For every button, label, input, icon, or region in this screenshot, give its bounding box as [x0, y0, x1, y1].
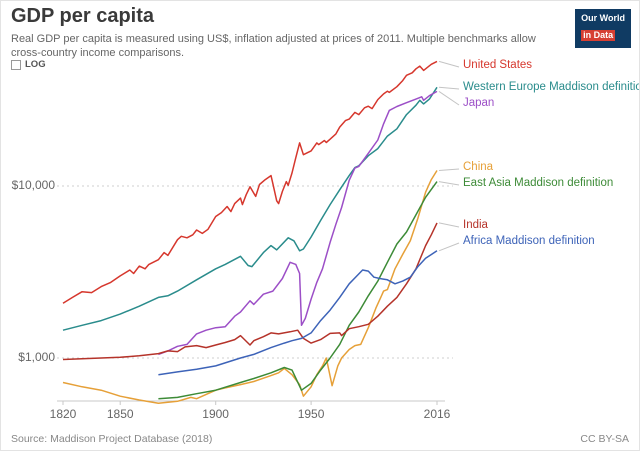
legend-connector — [438, 86, 460, 90]
series-line-japan[interactable] — [158, 90, 438, 356]
source-note: Source: Maddison Project Database (2018) — [11, 433, 213, 445]
legend-item-africa[interactable]: Africa Maddison definition — [463, 235, 595, 247]
legend-connector — [438, 222, 460, 228]
x-tick-label-1950: 1950 — [297, 407, 325, 421]
owid-logo-line2: in Data — [581, 29, 616, 41]
legend-item-india[interactable]: India — [463, 219, 488, 231]
legend-item-japan[interactable]: Japan — [463, 97, 495, 109]
legend-connector — [438, 181, 460, 186]
log-toggle-label: LOG — [25, 59, 46, 70]
legend-connector — [438, 60, 460, 68]
legend-item-united-states[interactable]: United States — [463, 59, 533, 71]
y-tick-label-1000: $1,000 — [18, 350, 55, 364]
series-line-east-asia-maddison-definition[interactable] — [158, 181, 438, 400]
legend-connector — [438, 90, 460, 106]
y-tick-label-10000: $10,000 — [11, 178, 55, 192]
series-line-africa-maddison-definition[interactable] — [158, 250, 438, 376]
legend-item-china[interactable]: China — [463, 161, 494, 173]
x-tick-label-2016: 2016 — [423, 407, 451, 421]
x-tick-label-1900: 1900 — [202, 407, 229, 421]
series-line-china[interactable] — [62, 170, 438, 405]
x-tick-label-1850: 1850 — [106, 407, 134, 421]
license-link[interactable]: CC BY-SA — [580, 433, 629, 445]
legend-connector — [438, 242, 460, 252]
series-line-western-europe-maddison-definition[interactable] — [62, 86, 438, 331]
chart-subtitle: Real GDP per capita is measured using US… — [11, 33, 536, 60]
legend-connector — [438, 168, 460, 171]
series-line-india[interactable] — [62, 222, 438, 361]
chart-title: GDP per capita — [11, 5, 155, 27]
x-tick-label-1820: 1820 — [49, 407, 77, 421]
owid-logo[interactable]: Our World in Data — [575, 9, 631, 48]
series-line-united-states[interactable] — [62, 60, 438, 304]
log-scale-toggle[interactable]: LOG — [11, 59, 46, 70]
owid-logo-line1: Our World — [581, 13, 625, 23]
legend-item-east-asia[interactable]: East Asia Maddison definition — [463, 177, 614, 189]
legend-item-western-europe[interactable]: Western Europe Maddison definition — [463, 81, 640, 93]
log-checkbox-icon[interactable] — [11, 59, 21, 70]
